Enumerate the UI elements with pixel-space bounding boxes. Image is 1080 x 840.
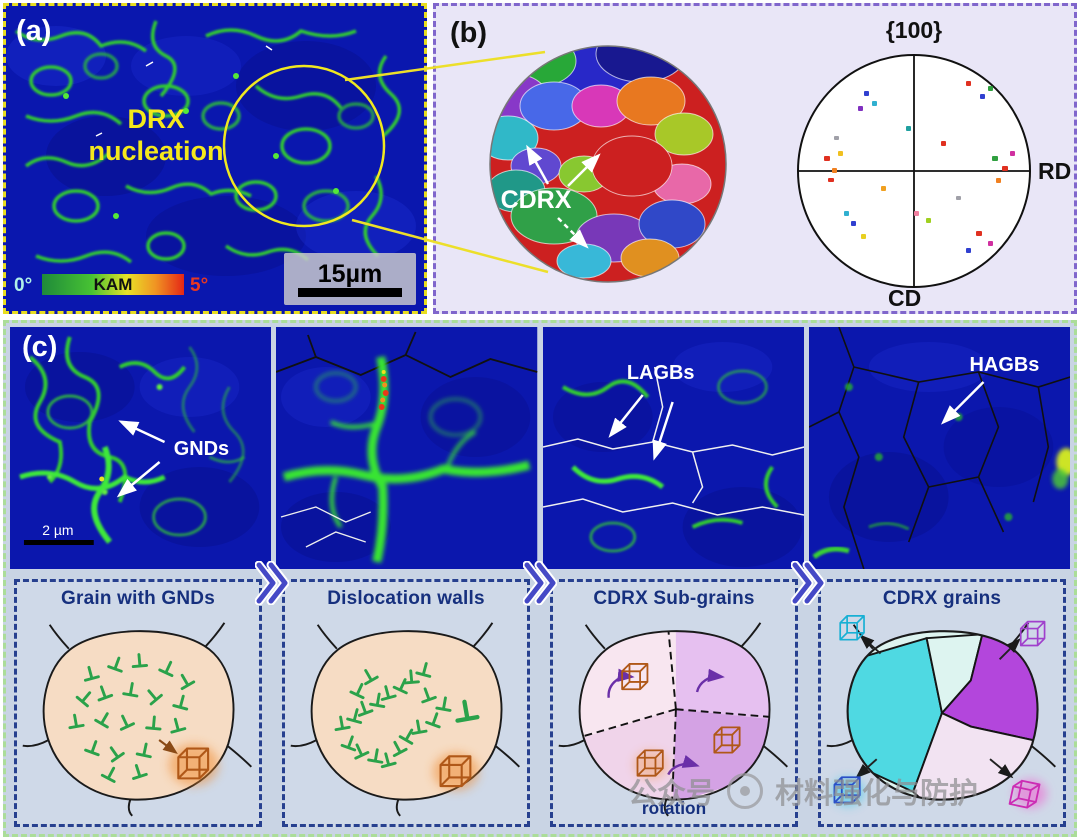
stage-cdrx-grains: CDRX grains: [818, 579, 1066, 827]
pole-figure-rd-label: RD: [1038, 158, 1071, 184]
panel-c-mechanism: (c) GN: [3, 320, 1077, 837]
chevron-arrow-icon: [791, 561, 825, 605]
rotation-caption: rotation: [642, 798, 706, 818]
panel-c-label: (c): [22, 331, 58, 363]
micrograph-gnds: GNDs 2 µm: [10, 327, 272, 569]
cdrx-label: CDRX: [501, 186, 572, 214]
kam-colorbar: 0° KAM 5°: [14, 274, 208, 296]
kam-min-label: 0°: [14, 275, 32, 296]
kam-title: KAM: [94, 275, 133, 294]
scale-bar-c-label: 2 µm: [42, 522, 73, 538]
kam-micrograph-row: GNDs 2 µm: [6, 323, 1074, 573]
stage-grain-with-gnds: Grain with GNDs: [14, 579, 262, 827]
drx-annotation-line2: nucleation: [88, 136, 223, 166]
ebsd-map-outline: [489, 45, 727, 283]
watermark-logo-icon: [727, 773, 764, 809]
orientation-cube-icon: [1019, 620, 1046, 647]
pole-figure-points: [824, 81, 1015, 253]
lagbs-label: LAGBs: [626, 362, 694, 384]
hotspot-cluster: [378, 370, 389, 410]
scale-bar-c: 2 µm: [23, 522, 94, 545]
mechanism-stage-row: Grain with GNDs: [6, 573, 1074, 827]
kam-map-image: (a) DRX nucleation 0° KAM 5° 15µm: [6, 15, 416, 305]
micrograph-dislocation-walls: [276, 327, 538, 569]
micrograph-lagbs: LAGBs: [542, 327, 804, 569]
watermark-prefix: 公众号: [628, 778, 716, 810]
stage-title: Grain with GNDs: [61, 588, 215, 609]
stage-dislocation-walls: Dislocation walls: [282, 579, 530, 827]
stage-1-schematic: [22, 622, 252, 817]
panel-b-ebsd-pole: (b): [433, 3, 1077, 314]
cdrx-annotation: CDRX: [501, 144, 601, 249]
stage-2-schematic: [290, 622, 520, 817]
kam-max-label: 5°: [190, 275, 208, 296]
gnds-label: GNDs: [174, 438, 229, 460]
kam-gradient-bar: [42, 274, 184, 295]
panel-b-label: (b): [450, 17, 487, 49]
hagbs-label: HAGBs: [969, 354, 1039, 376]
drx-annotation-line1: DRX: [127, 104, 184, 134]
stage-4-schematic: [826, 615, 1056, 811]
magnified-region-circle: [222, 64, 386, 228]
pole-figure: {100} RD CD: [797, 17, 1071, 311]
chevron-arrow-icon: [523, 561, 557, 605]
stage-3-schematic: rotation: [558, 622, 788, 818]
pole-figure-title: {100}: [886, 17, 942, 43]
cube-arrows: [855, 634, 1021, 779]
orientation-cube-icon: [839, 615, 865, 641]
stage-title: Dislocation walls: [327, 588, 485, 609]
stage-title: CDRX Sub-grains: [593, 588, 755, 609]
rotation-arrows: [607, 668, 725, 776]
chevron-arrow-icon: [255, 561, 289, 605]
stage-title: CDRX grains: [882, 588, 1002, 609]
micrograph-hagbs: HAGBs: [808, 327, 1070, 569]
scale-bar-a: 15µm: [284, 253, 416, 305]
stage-cdrx-subgrains: CDRX Sub-grains: [550, 579, 798, 827]
cube-glow: [168, 743, 219, 787]
panel-b-image: (b): [450, 17, 1071, 311]
scale-bar-a-label: 15µm: [318, 260, 382, 288]
pole-figure-cd-label: CD: [888, 285, 921, 311]
panel-a-kam-map: (a) DRX nucleation 0° KAM 5° 15µm: [3, 3, 427, 314]
kam-hotspots: [63, 45, 339, 219]
panel-a-label: (a): [16, 15, 51, 47]
ebsd-map: [490, 46, 726, 282]
kam-network: [14, 20, 401, 264]
watermark-text: 材料强化与防护: [775, 778, 979, 810]
watermark: 公众号 材料强化与防护: [628, 770, 978, 812]
